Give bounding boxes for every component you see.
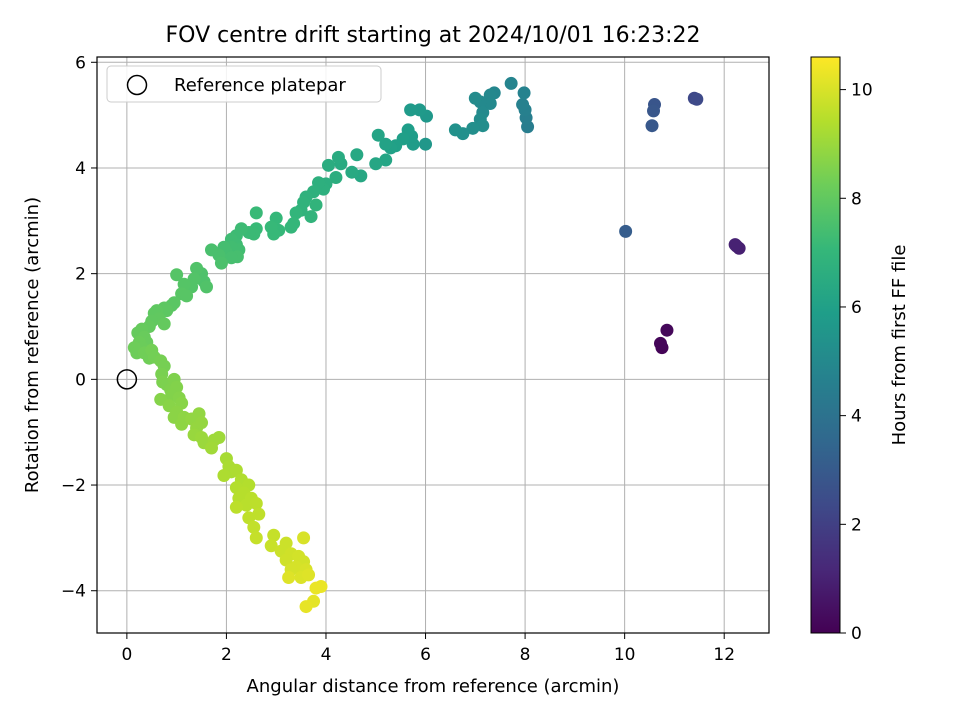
colorbar-tick-label: 4	[851, 407, 862, 427]
reference-platepar-marker	[116, 369, 138, 390]
y-tick-label: 4	[75, 159, 86, 179]
legend-marker-icon	[126, 74, 148, 96]
data-point	[690, 92, 704, 106]
data-point	[448, 123, 462, 137]
data-point	[379, 137, 393, 151]
data-point	[476, 119, 490, 133]
grid-lines	[97, 57, 769, 633]
data-point	[517, 86, 531, 100]
data-point	[249, 531, 263, 545]
y-axis-ticks: −4 −2 0 2 4 6	[61, 53, 97, 602]
data-point	[350, 148, 364, 162]
colorbar-tick-label: 10	[851, 81, 873, 101]
y-tick-label: 6	[75, 53, 86, 73]
data-point	[214, 256, 228, 270]
data-point	[619, 224, 633, 238]
data-point	[180, 289, 194, 303]
legend-box	[106, 65, 382, 103]
x-tick-label: 8	[520, 645, 531, 665]
x-tick-label: 4	[321, 645, 332, 665]
data-point	[413, 103, 427, 117]
x-tick-label: 10	[614, 645, 636, 665]
data-point	[516, 98, 530, 112]
data-point	[264, 220, 278, 234]
data-point	[329, 170, 343, 184]
data-point	[309, 581, 323, 595]
data-point	[267, 528, 281, 542]
x-tick-label: 6	[420, 645, 431, 665]
chart-title: FOV centre drift starting at 2024/10/01 …	[166, 23, 701, 48]
x-axis-ticks: 0 2 4 6 8 10 12	[121, 633, 735, 665]
data-point	[249, 497, 263, 511]
y-tick-label: −2	[61, 476, 86, 496]
x-tick-label: 2	[221, 645, 232, 665]
data-point	[200, 280, 214, 294]
y-tick-label: 2	[75, 265, 86, 285]
colorbar-label: Hours from first FF file	[889, 245, 910, 446]
data-point	[466, 121, 480, 135]
data-point	[321, 158, 335, 172]
data-point	[190, 261, 204, 275]
data-point	[157, 317, 171, 331]
colorbar-tick-label: 0	[851, 624, 862, 644]
y-tick-label: 0	[75, 370, 86, 390]
colorbar-ticks: 0 2 4 6 8 10	[840, 81, 873, 644]
data-point	[299, 600, 313, 614]
colorbar-tick-label: 8	[851, 189, 862, 209]
data-point	[195, 416, 209, 430]
data-point	[645, 119, 659, 133]
data-point	[170, 268, 184, 282]
data-point	[217, 469, 231, 483]
data-point	[239, 498, 253, 512]
data-point	[369, 157, 383, 171]
data-point	[212, 430, 226, 444]
data-point	[653, 336, 667, 350]
plot-frame	[96, 56, 770, 634]
data-point	[660, 323, 674, 337]
data-point	[249, 206, 263, 220]
data-point	[728, 238, 742, 252]
x-axis-label: Angular distance from reference (arcmin)	[247, 676, 620, 697]
colorbar-tick-label: 6	[851, 298, 862, 318]
data-point	[419, 137, 433, 151]
data-point	[345, 165, 359, 179]
scatter-points	[127, 76, 746, 614]
colorbar: 0 2 4 6 8 10 Hours from first FF file	[810, 56, 910, 644]
colorbar-tick-label: 2	[851, 515, 862, 535]
data-point	[224, 251, 238, 265]
data-point	[204, 243, 218, 257]
x-tick-label: 12	[713, 645, 735, 665]
y-axis-label: Rotation from reference (arcmin)	[22, 197, 43, 493]
data-point	[229, 500, 243, 514]
x-tick-label: 0	[121, 645, 132, 665]
data-point	[371, 128, 385, 142]
data-point	[282, 571, 296, 585]
data-point	[175, 417, 189, 431]
data-point	[404, 103, 418, 117]
legend: Reference platepar	[106, 65, 382, 103]
data-point	[284, 220, 298, 234]
data-point	[379, 153, 393, 167]
data-point	[504, 76, 518, 90]
y-tick-label: −4	[61, 582, 86, 602]
data-point	[204, 441, 218, 455]
data-point	[647, 104, 661, 118]
data-point	[264, 539, 278, 553]
data-point	[297, 531, 311, 545]
data-point	[247, 520, 261, 534]
data-point	[302, 568, 316, 582]
data-point	[252, 507, 266, 521]
data-point	[468, 91, 482, 105]
colorbar-gradient	[810, 56, 841, 634]
data-point	[309, 198, 323, 212]
data-point	[331, 150, 345, 164]
legend-label: Reference platepar	[174, 75, 346, 96]
data-point	[483, 97, 497, 111]
data-point	[289, 206, 303, 220]
data-point	[304, 210, 318, 224]
